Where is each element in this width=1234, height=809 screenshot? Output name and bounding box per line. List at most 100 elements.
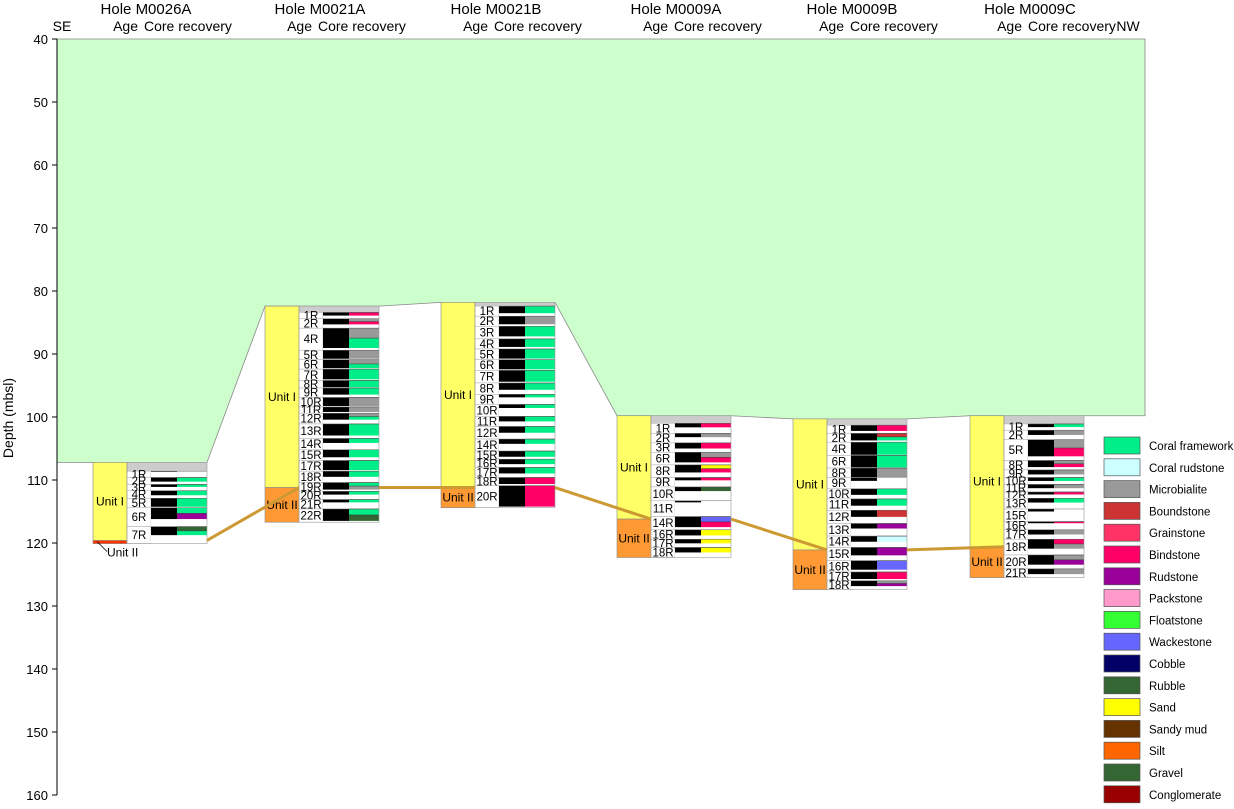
hole-cap	[265, 306, 379, 313]
legend-label: Rubble	[1149, 681, 1185, 693]
lithology-strip	[701, 521, 731, 528]
lithology-strip	[349, 460, 379, 471]
core-recovered	[499, 416, 525, 422]
lithology-strip	[349, 449, 379, 458]
core-recovered	[675, 486, 701, 492]
lithology-strip	[701, 423, 731, 428]
legend-label: Sand	[1149, 703, 1176, 715]
lithology-strip	[1054, 521, 1084, 524]
axis-tick-label: 60	[34, 158, 48, 173]
lithology-strip	[701, 464, 731, 469]
unit-ii-block	[969, 546, 1005, 578]
core-recovered	[1028, 484, 1054, 489]
lithology-strip	[1054, 554, 1084, 560]
lithology-strip	[1054, 491, 1084, 495]
lithology-strip	[877, 571, 907, 580]
core-recovered	[151, 484, 177, 487]
core-recovered	[1028, 498, 1054, 503]
core-recovered	[675, 529, 701, 536]
core-recovered	[323, 406, 349, 412]
lithology-strip	[701, 539, 731, 544]
core-interval	[323, 499, 349, 509]
lithology-strip	[349, 380, 379, 388]
lithology-strip	[1054, 498, 1084, 503]
core-recovered	[323, 423, 349, 436]
nw-label: NW	[1116, 18, 1140, 34]
legend-swatch	[1103, 763, 1141, 782]
core-recovered	[323, 449, 349, 458]
lithology-strip	[525, 326, 555, 337]
lithology-strip	[349, 423, 379, 436]
core-label: 17R	[476, 467, 497, 479]
legend-swatch	[1103, 676, 1141, 695]
core-recovered	[851, 536, 877, 542]
core-recovered	[499, 326, 525, 337]
core-recovered	[851, 547, 877, 556]
hole-cap	[970, 415, 1084, 424]
lithology-strip	[349, 514, 379, 521]
core-recovered	[1028, 460, 1054, 468]
lithology-strip	[701, 457, 731, 463]
lithology-strip	[877, 498, 907, 506]
lithology-strip	[877, 523, 907, 529]
legend-swatch	[1103, 611, 1141, 629]
core-recovered	[499, 459, 525, 465]
core-label: 8R	[832, 468, 847, 480]
age-label: Age	[643, 18, 668, 34]
lithology-strip	[177, 513, 207, 520]
legend-label: Sandy mud	[1149, 724, 1207, 736]
core-interval	[1028, 508, 1054, 522]
core-recovered	[851, 488, 877, 495]
core-label: 2R	[656, 433, 671, 445]
lithology-strip	[1054, 423, 1084, 428]
unit-boundary-line	[206, 486, 300, 542]
lithology-strip	[701, 433, 731, 438]
lithology-strip	[701, 486, 731, 492]
age-label: Age	[463, 18, 488, 34]
lithology-strip	[1054, 463, 1084, 468]
core-interval	[1028, 521, 1054, 530]
lithology-strip	[349, 312, 379, 316]
core-recovered	[1028, 430, 1054, 435]
core-recovered	[675, 539, 701, 544]
legend-label: Grainstone	[1149, 528, 1205, 540]
lithology-strip	[877, 436, 907, 441]
lithology-strip	[877, 488, 907, 495]
core-recovered	[851, 510, 877, 517]
unit-i-label: Unit I	[96, 494, 124, 508]
unit-i-label: Unit I	[444, 388, 472, 402]
depth-axis: 40 50 60 70 80 90 100 110 120 130 140 150 160	[26, 32, 58, 803]
core-recovered	[499, 370, 525, 382]
lithology-strip	[525, 370, 555, 382]
core-recovered	[499, 404, 525, 408]
unit-ii-label: Unit II	[107, 545, 138, 559]
lithology-strip	[1054, 469, 1084, 475]
lithology-strip	[525, 467, 555, 474]
hole-title: Hole M0026A	[101, 1, 192, 18]
core-label: 11R	[653, 504, 673, 516]
legend-swatch	[1103, 480, 1141, 498]
core-label: 22R	[300, 511, 321, 523]
unit-i-label: Unit I	[973, 474, 1001, 488]
legend-label: Microbialite	[1149, 485, 1207, 497]
legend-swatch	[1103, 720, 1141, 738]
core-label: 10R	[828, 489, 849, 501]
core-recovered	[499, 439, 525, 444]
core-interval	[675, 433, 701, 443]
core-label: 16R	[828, 561, 849, 573]
core-interval	[499, 439, 525, 452]
lithology-strip	[525, 404, 555, 408]
core-label: 3R	[480, 328, 495, 340]
core-label: 2R	[832, 433, 847, 445]
core-recovered	[851, 523, 877, 529]
unit-ii-leader	[96, 541, 108, 552]
lithology-strip	[525, 348, 555, 359]
lithology-strip	[877, 468, 907, 478]
core-recovered	[151, 507, 177, 520]
legend-swatch	[1103, 458, 1141, 477]
lithology-strip	[1054, 529, 1084, 535]
hole-title: Hole M0021A	[275, 1, 366, 18]
lithology-strip	[525, 416, 555, 422]
hole-outline	[826, 418, 908, 590]
